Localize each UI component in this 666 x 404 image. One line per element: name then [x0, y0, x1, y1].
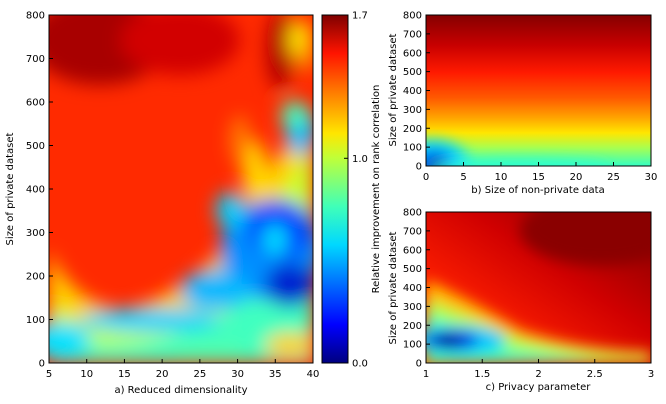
panel-b-ylabel: Size of private dataset — [388, 33, 399, 146]
panel-a-ylabel: Size of private dataset — [5, 132, 16, 245]
panel-c-heatmap — [426, 212, 651, 363]
panel-c-ylabel: Size of private dataset — [388, 231, 399, 344]
colorbar — [322, 15, 348, 363]
panel-c-ticks: 1 1.5 2 2.5 3 0 100 200 300 400 500 600 700 800 — [403, 208, 654, 381]
panel-c-ytick-label: 800 — [403, 208, 422, 219]
panel-a-ytick-label: 0 — [39, 359, 45, 370]
panel-a-xtick-label: 15 — [118, 369, 131, 380]
panel-c-ytick-label: 700 — [403, 226, 422, 237]
panel-a-ytick-label: 700 — [26, 54, 45, 65]
panel-b-heatmap — [426, 15, 651, 166]
panel-b-xlabel: b) Size of non-private data — [471, 185, 604, 196]
panel-c-xtick-label: 1.5 — [474, 369, 490, 380]
panel-a-xtick-label: 30 — [231, 369, 244, 380]
colorbar-tick-label: 0.0 — [352, 359, 368, 370]
panel-a-ytick-label: 200 — [26, 272, 45, 283]
colorbar-tick-label: 1.0 — [352, 154, 368, 165]
panel-b-ytick-label: 400 — [403, 86, 422, 97]
panel-a-xtick-label: 40 — [307, 369, 320, 380]
panel-b-ytick-label: 800 — [403, 11, 422, 22]
panel-b-ytick-label: 200 — [403, 124, 422, 135]
panel-b-xtick-label: 25 — [607, 172, 620, 183]
colorbar-label: Relative improvement on rank correlation — [371, 85, 382, 294]
panel-a-ytick-label: 400 — [26, 185, 45, 196]
panel-a-xtick-label: 35 — [269, 369, 282, 380]
panel-b-ytick-label: 700 — [403, 29, 422, 40]
panel-a-xtick-label: 10 — [80, 369, 93, 380]
colorbar-tick-label: 1.7 — [352, 11, 368, 22]
panel-a-ytick-label: 300 — [26, 228, 45, 239]
panel-a-heatmap — [49, 15, 313, 363]
panel-a-xtick-label: 5 — [46, 369, 52, 380]
panel-c-xtick-label: 3 — [648, 369, 654, 380]
panel-c-ytick-label: 600 — [403, 245, 422, 256]
colorbar-ticks: 0.0 1.0 1.7 — [344, 11, 368, 370]
panel-b-ytick-label: 0 — [416, 162, 422, 173]
panel-b-ytick-label: 300 — [403, 105, 422, 116]
panel-c-ytick-label: 300 — [403, 302, 422, 313]
panel-a-ytick-label: 600 — [26, 98, 45, 109]
panel-c-xtick-label: 2 — [535, 369, 541, 380]
panel-b-xtick-label: 15 — [532, 172, 545, 183]
panel-c-ytick-label: 400 — [403, 283, 422, 294]
panel-a-ytick-label: 500 — [26, 141, 45, 152]
panel-b-ytick-label: 600 — [403, 48, 422, 59]
panel-b-xtick-label: 0 — [423, 172, 429, 183]
panel-b-xtick-label: 30 — [645, 172, 658, 183]
panel-c-xtick-label: 2.5 — [587, 369, 603, 380]
panel-a-xtick-label: 25 — [193, 369, 206, 380]
panel-c-ytick-label: 500 — [403, 264, 422, 275]
panel-b-xtick-label: 5 — [460, 172, 466, 183]
panel-b-xtick-label: 10 — [495, 172, 508, 183]
panel-a-ytick-label: 800 — [26, 11, 45, 22]
panel-a-xtick-label: 20 — [156, 369, 169, 380]
panel-c-xlabel: c) Privacy parameter — [486, 382, 592, 393]
panel-a-xlabel: a) Reduced dimensionality — [114, 385, 247, 396]
panel-c-ytick-label: 0 — [416, 359, 422, 370]
panel-c-ytick-label: 100 — [403, 340, 422, 351]
panel-a-ytick-label: 100 — [26, 315, 45, 326]
colorbar-frame — [321, 14, 349, 364]
panel-b-ytick-label: 100 — [403, 143, 422, 154]
panel-c-xtick-label: 1 — [423, 369, 429, 380]
panel-b-xtick-label: 20 — [570, 172, 583, 183]
panel-b-ytick-label: 500 — [403, 67, 422, 78]
panel-c-ytick-label: 200 — [403, 321, 422, 332]
